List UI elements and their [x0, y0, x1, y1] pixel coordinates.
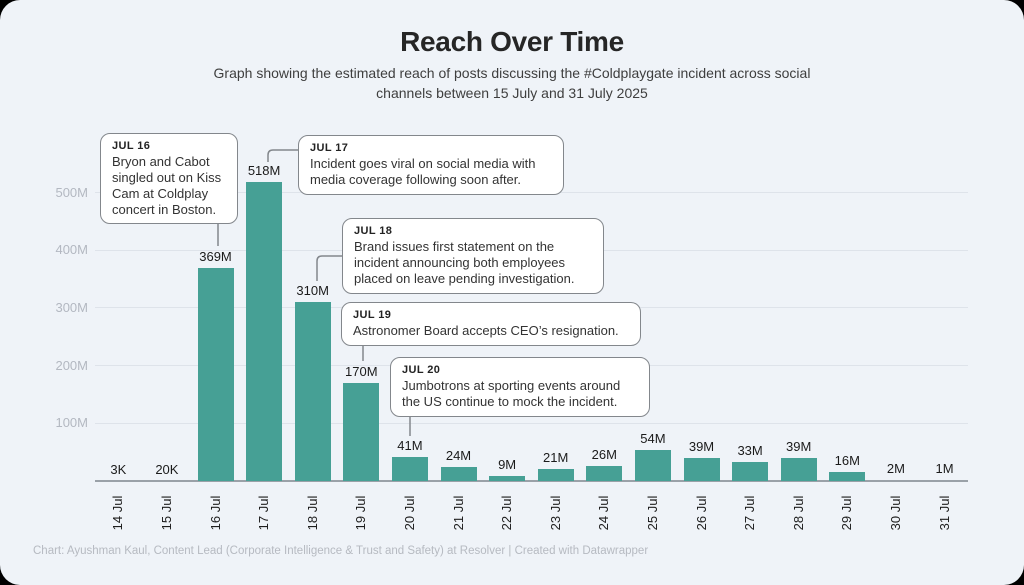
value-label-22-jul: 9M — [498, 456, 517, 472]
bar-16-jul[interactable] — [197, 268, 234, 481]
y-tick-100m: 100M — [55, 415, 88, 431]
value-label-17-jul: 518M — [247, 163, 281, 179]
value-label-24-jul: 26M — [591, 446, 617, 462]
value-label-27-jul: 33M — [737, 442, 763, 458]
y-tick-500m: 500M — [55, 184, 88, 200]
value-label-26-jul: 39M — [688, 439, 715, 455]
bar-17-jul[interactable] — [246, 182, 283, 481]
x-tick-29-jul: 29 Jul — [839, 495, 855, 531]
annotation-text: Astronomer Board accepts CEO’s resignati… — [353, 323, 619, 338]
annotation-jul-17: JUL 17 Incident goes viral on social med… — [298, 135, 564, 195]
value-label-31-jul: 1M — [935, 461, 954, 477]
annotation-date: JUL 17 — [310, 142, 349, 154]
value-label-23-jul: 21M — [543, 449, 569, 465]
value-label-15-jul: 20K — [155, 461, 179, 477]
annotation-date: JUL 16 — [112, 140, 151, 152]
bar-23-jul[interactable] — [537, 468, 574, 481]
annotation-text: Brand issues first statement on the inci… — [354, 239, 575, 286]
annotation-text: Jumbotrons at sporting events around the… — [402, 378, 621, 409]
x-tick-27-jul: 27 Jul — [742, 495, 758, 531]
annotation-jul-18: JUL 18 Brand issues first statement on t… — [342, 218, 604, 294]
annotation-date: JUL 18 — [354, 225, 393, 237]
bar-19-jul[interactable] — [343, 382, 380, 481]
gridline-100m — [95, 422, 968, 424]
bar-18-jul[interactable] — [294, 302, 331, 481]
chart-title: Reach Over Time — [400, 26, 624, 57]
y-tick-200m: 200M — [55, 357, 88, 373]
chart-subtitle: Graph showing the estimated reach of pos… — [213, 65, 811, 102]
annotation-jul-16: JUL 16 Bryon and Cabot singled out on Ki… — [100, 133, 238, 225]
y-tick-300m: 300M — [55, 299, 88, 315]
value-label-25-jul: 54M — [640, 430, 666, 446]
annotation-jul-19: JUL 19 Astronomer Board accepts CEO’s re… — [341, 302, 641, 346]
bar-26-jul[interactable] — [683, 458, 720, 481]
value-label-29-jul: 16M — [834, 452, 860, 468]
value-label-30-jul: 2M — [886, 460, 905, 476]
value-label-28-jul: 39M — [786, 439, 812, 455]
value-label-20-jul: 41M — [397, 438, 423, 454]
bar-21-jul[interactable] — [440, 467, 477, 481]
x-tick-26-jul: 26 Jul — [693, 495, 709, 531]
bar-24-jul[interactable] — [586, 465, 623, 481]
annotation-text: Incident goes viral on social media with… — [310, 156, 536, 187]
bar-28-jul[interactable] — [780, 458, 817, 481]
bar-29-jul[interactable] — [829, 471, 866, 481]
x-tick-31-jul: 31 Jul — [936, 495, 952, 531]
value-label-14-jul: 3K — [110, 461, 127, 477]
annotation-jul-20: JUL 20 Jumbotrons at sporting events aro… — [390, 357, 650, 417]
value-label-18-jul: 310M — [296, 283, 329, 299]
x-tick-30-jul: 30 Jul — [887, 495, 903, 531]
bar-27-jul[interactable] — [732, 461, 769, 481]
bar-25-jul[interactable] — [634, 449, 671, 481]
value-label-16-jul: 369M — [199, 249, 232, 265]
value-label-19-jul: 170M — [345, 363, 378, 379]
annotation-text: Bryon and Cabot singled out on Kiss Cam … — [112, 154, 222, 217]
x-tick-28-jul: 28 Jul — [790, 495, 806, 531]
x-axis-line — [95, 480, 968, 482]
annotation-date: JUL 19 — [353, 309, 392, 321]
chart-credit: Chart: Ayushman Kaul, Content Lead (Corp… — [33, 545, 649, 557]
bar-20-jul[interactable] — [391, 457, 428, 481]
value-label-21-jul: 24M — [445, 448, 472, 464]
bar-22-jul[interactable] — [489, 475, 526, 481]
annotation-date: JUL 20 — [402, 364, 441, 376]
y-tick-400m: 400M — [55, 242, 88, 258]
